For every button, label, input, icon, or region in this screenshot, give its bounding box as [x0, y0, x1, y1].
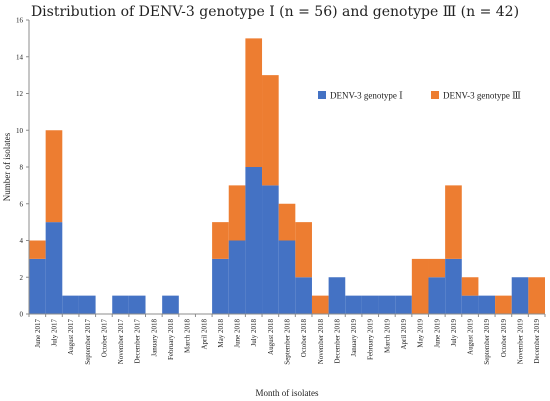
bar-segment-genotype-1: [262, 185, 279, 315]
bar-segment-genotype-1: [328, 277, 346, 314]
y-tick-label: 16: [16, 17, 24, 25]
bar-segment-genotype-1: [478, 295, 496, 315]
x-tick-label: December 2017: [134, 319, 142, 364]
bar-segment-genotype-1: [278, 240, 296, 314]
bar-segment-genotype-1: [428, 277, 446, 314]
x-tick-label: April 2018: [200, 319, 208, 350]
bar-segment-genotype-3: [29, 240, 46, 259]
bar-segment-genotype-3: [411, 258, 429, 315]
bar-segment-genotype-1: [345, 295, 362, 315]
bar-segment-genotype-1: [162, 295, 179, 315]
bar-segment-genotype-3: [428, 258, 446, 278]
bar-segment-genotype-1: [212, 258, 229, 315]
bar-segment-genotype-1: [395, 295, 412, 315]
x-tick-label: May 2019: [417, 319, 425, 348]
bar-segment-genotype-1: [112, 295, 129, 315]
x-tick-label: July 2018: [250, 319, 258, 347]
legend-label: DENV-3 genotype Ⅲ: [443, 91, 521, 101]
y-tick-label: 12: [16, 90, 24, 98]
bar-segment-genotype-3: [495, 295, 512, 315]
bars-layer: [29, 38, 545, 315]
bar-segment-genotype-3: [461, 277, 479, 296]
x-tick-label: December 2019: [533, 319, 541, 364]
bar-segment-genotype-1: [378, 295, 396, 315]
x-tick-label: February 2019: [367, 319, 375, 361]
x-tick-label: June 2019: [433, 319, 441, 348]
x-tick-label: September 2018: [284, 319, 292, 365]
x-tick-label: August 2019: [467, 319, 475, 355]
x-tick-label: October 2018: [300, 319, 308, 358]
bar-segment-genotype-1: [128, 295, 146, 315]
x-tick-label: September 2019: [483, 319, 491, 365]
y-tick-label: 8: [20, 164, 24, 172]
y-tick-label: 2: [20, 274, 24, 282]
bar-segment-genotype-3: [528, 277, 545, 314]
x-tick-label: October 2017: [100, 319, 108, 358]
legend-swatch-genotype-3: [431, 91, 439, 99]
x-tick-label: August 2017: [67, 319, 75, 355]
x-tick-label: June 2018: [234, 319, 242, 348]
x-tick-label: March 2018: [184, 319, 192, 354]
x-tick-label: July 2019: [450, 319, 458, 347]
x-tick-label: March 2019: [383, 319, 391, 354]
bar-segment-genotype-1: [228, 240, 246, 314]
x-tick-label: May 2018: [217, 319, 225, 348]
x-tick-label: November 2017: [117, 319, 125, 365]
bar-segment-genotype-3: [212, 222, 229, 259]
x-tick-label: October 2019: [500, 319, 508, 358]
y-tick-label: 0: [20, 311, 24, 319]
x-tick-label: February 2018: [167, 319, 175, 361]
bar-segment-genotype-1: [511, 277, 529, 314]
bar-segment-genotype-3: [245, 38, 263, 168]
bar-segment-genotype-3: [228, 185, 246, 241]
y-axis-label: Number of isolates: [2, 132, 12, 201]
bar-segment-genotype-3: [45, 130, 63, 223]
y-tick-label: 10: [16, 127, 24, 135]
bar-segment-genotype-1: [62, 295, 79, 315]
x-tick-label: November 2018: [317, 319, 325, 365]
x-tick-label: September 2017: [84, 319, 92, 365]
bar-segment-genotype-1: [295, 277, 312, 314]
x-tick-label: June 2017: [34, 319, 42, 348]
bar-segment-genotype-1: [461, 295, 479, 315]
legend: DENV-3 genotype Ⅰ DENV-3 genotype Ⅲ: [318, 91, 521, 101]
bar-segment-genotype-3: [262, 75, 279, 186]
bar-segment-genotype-3: [445, 185, 462, 259]
x-tick-label: July 2017: [50, 319, 58, 347]
x-tick-label: January 2018: [150, 319, 158, 357]
bar-segment-genotype-3: [311, 295, 329, 315]
bar-segment-genotype-1: [29, 258, 46, 315]
x-axis-label: Month of isolates: [256, 388, 319, 398]
x-tick-label: April 2019: [400, 319, 408, 350]
legend-label: DENV-3 genotype Ⅰ: [330, 91, 403, 101]
axes-layer: 0 2 4 6 8 10 12 14 16 June 2017 July 2017 August 20…: [16, 17, 546, 365]
y-tick-label: 14: [16, 53, 24, 61]
x-tick-label: August 2018: [267, 319, 275, 355]
bar-segment-genotype-1: [245, 167, 263, 314]
bar-segment-genotype-1: [45, 222, 63, 315]
bar-segment-genotype-1: [78, 295, 96, 315]
legend-swatch-genotype-1: [318, 91, 326, 99]
bar-segment-genotype-3: [295, 222, 312, 278]
bar-segment-genotype-3: [278, 203, 296, 241]
bar-segment-genotype-1: [361, 295, 379, 315]
x-tick-label: November 2019: [517, 319, 525, 365]
chart-title: Distribution of DENV-3 genotype Ⅰ (n = 5…: [30, 4, 520, 20]
x-tick-label: December 2018: [333, 319, 341, 364]
bar-segment-genotype-1: [445, 258, 462, 315]
x-tick-label: January 2019: [350, 319, 358, 357]
y-tick-label: 6: [20, 200, 24, 208]
y-tick-label: 4: [20, 237, 24, 245]
